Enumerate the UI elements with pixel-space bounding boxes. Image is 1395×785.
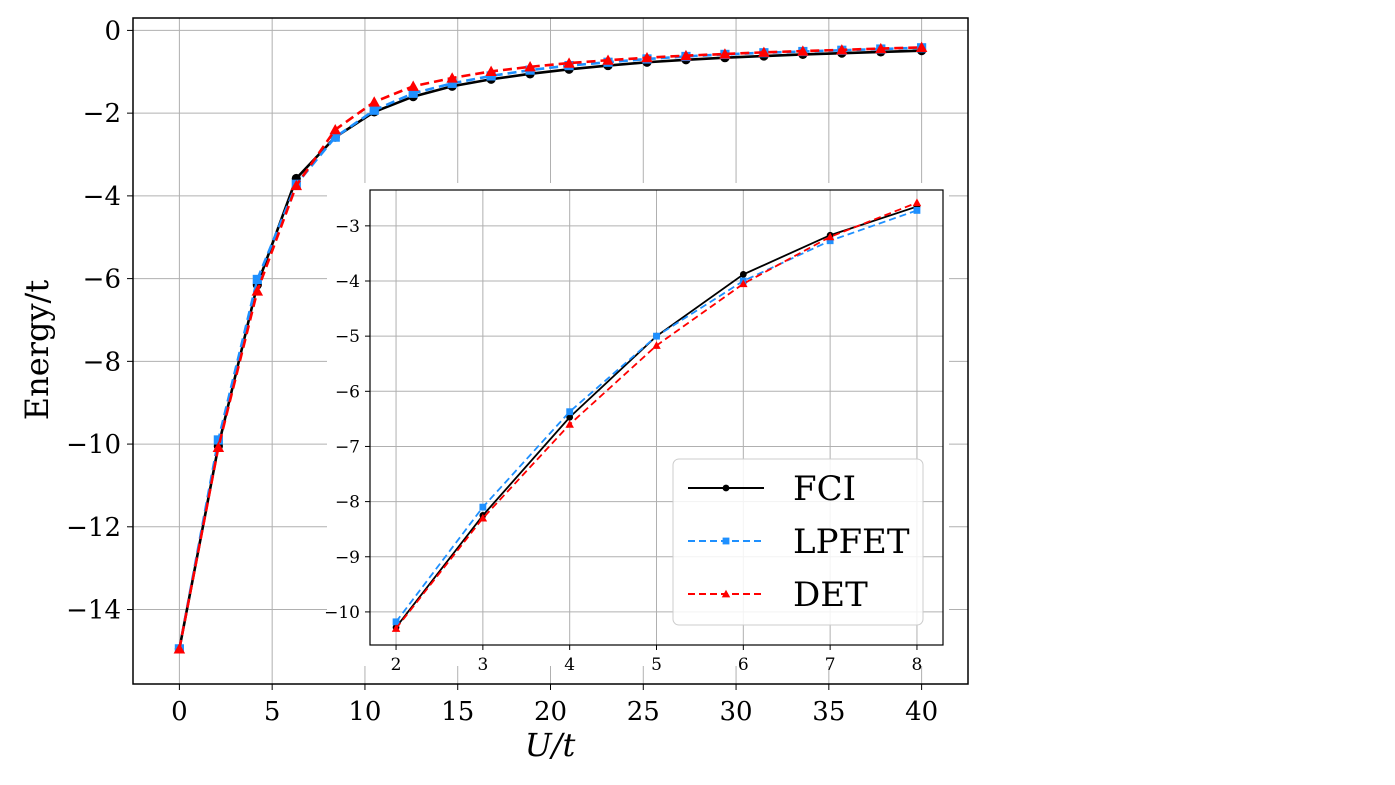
main-xtick-label: 40 <box>905 697 938 727</box>
main-series-line-det <box>178 46 922 650</box>
legend-label-lpfet: LPFET <box>793 522 910 562</box>
inset-xtick-label: 8 <box>912 655 923 675</box>
inset-xtick-label: 5 <box>651 655 662 675</box>
main-point-det <box>329 123 342 135</box>
main-point-det <box>719 48 731 59</box>
inset-xtick-label: 4 <box>564 655 575 675</box>
main-series-line-lpfet <box>178 46 922 650</box>
main-xtick-label: 10 <box>348 697 381 727</box>
main-point-lpfet <box>369 105 379 115</box>
inset-point-fci <box>566 413 574 421</box>
inset-point-det <box>739 279 748 288</box>
main-point-det <box>407 80 419 91</box>
main-ylabel: Energy/t <box>18 280 56 421</box>
inset-ytick-label: −3 <box>335 217 360 237</box>
legend-marker-fci <box>722 484 730 492</box>
main-ytick-label: −2 <box>83 99 121 129</box>
inset-ytick-label: −6 <box>335 382 360 402</box>
main-point-det <box>563 57 575 68</box>
main-point-det <box>836 44 848 55</box>
main-xtick-label: 35 <box>812 697 845 727</box>
main-xtick-label: 5 <box>264 697 281 727</box>
main-xlabel: U/t <box>525 726 576 764</box>
main-point-det <box>641 51 653 63</box>
main-point-det <box>251 285 264 296</box>
inset-point-lpfet <box>479 503 487 511</box>
legend-label-fci: FCI <box>793 469 856 509</box>
inset-ytick-label: −4 <box>335 272 360 292</box>
main-ytick-label: −4 <box>83 182 121 212</box>
inset-point-det <box>912 198 922 207</box>
inset-point-det <box>825 232 835 241</box>
main-point-det <box>680 49 692 61</box>
legend-box <box>672 458 924 626</box>
main-point-lpfet <box>447 78 457 88</box>
main-ytick-label: −12 <box>66 513 121 543</box>
inset-point-fci <box>739 270 747 278</box>
legend: FCI LPFET DET <box>672 458 924 626</box>
inset-chart: 2 3 4 5 6 7 8 −3 −4 −5 −6 −7 −8 −9 −10 FCI LPFET DET <box>324 183 949 675</box>
main-point-det <box>797 45 809 56</box>
main-point-det <box>524 61 536 72</box>
main-point-det <box>485 65 497 76</box>
inset-point-det <box>652 341 661 349</box>
main-xtick-label: 0 <box>171 697 188 727</box>
main-ytick-label: −6 <box>83 265 121 295</box>
main-point-det <box>212 441 225 452</box>
legend-label-det: DET <box>793 575 868 615</box>
inset-ytick-label: −5 <box>335 327 360 347</box>
inset-point-lpfet <box>913 207 921 214</box>
inset-point-lpfet <box>653 332 660 340</box>
inset-point-det <box>391 624 401 632</box>
inset-xtick-label: 7 <box>825 655 836 675</box>
main-point-det <box>446 72 458 83</box>
main-point-det <box>915 41 928 52</box>
inset-ytick-label: −9 <box>335 548 360 568</box>
main-point-lpfet <box>408 88 418 98</box>
main-point-lpfet <box>330 132 340 142</box>
main-point-det <box>368 96 380 107</box>
main-ticks: 0 5 10 15 20 25 30 35 400−2−4−6−8−10−12−14 <box>66 16 938 727</box>
inset-point-det <box>478 513 488 522</box>
main-ytick-label: 0 <box>104 16 121 46</box>
main-point-det <box>758 46 770 57</box>
inset-xtick-label: 3 <box>477 655 488 675</box>
main-xtick-label: 30 <box>720 697 753 727</box>
main-xtick-label: 15 <box>441 697 474 727</box>
main-ytick-label: −14 <box>66 596 121 626</box>
inset-ytick-label: −10 <box>324 603 360 623</box>
inset-point-lpfet <box>392 618 400 626</box>
inset-ytick-label: −7 <box>335 437 360 457</box>
main-xtick-label: 20 <box>534 697 567 727</box>
inset-point-lpfet <box>826 237 834 245</box>
legend-marker-det <box>721 589 731 598</box>
legend-marker-lpfet <box>722 537 730 545</box>
main-series-line-fci <box>178 49 922 650</box>
inset-point-lpfet <box>566 408 574 416</box>
inset-series <box>391 198 922 632</box>
main-series <box>173 41 928 654</box>
main-ytick-label: −8 <box>83 347 121 377</box>
inset-ticks: 2 3 4 5 6 7 8 −3 −4 −5 −6 −7 −8 −9 −10 <box>324 217 922 675</box>
inset-ytick-label: −8 <box>335 493 360 513</box>
main-point-det <box>290 179 303 191</box>
inset-point-det <box>565 420 574 428</box>
main-ytick-label: −10 <box>66 430 121 460</box>
main-point-lpfet <box>213 435 223 445</box>
main-point-det <box>602 54 614 65</box>
inset-xtick-label: 2 <box>391 655 402 675</box>
main-point-det <box>875 42 887 54</box>
main-point-det <box>173 643 186 654</box>
inset-xtick-label: 6 <box>738 655 749 675</box>
main-xtick-label: 25 <box>627 697 660 727</box>
main-point-lpfet <box>252 274 262 285</box>
